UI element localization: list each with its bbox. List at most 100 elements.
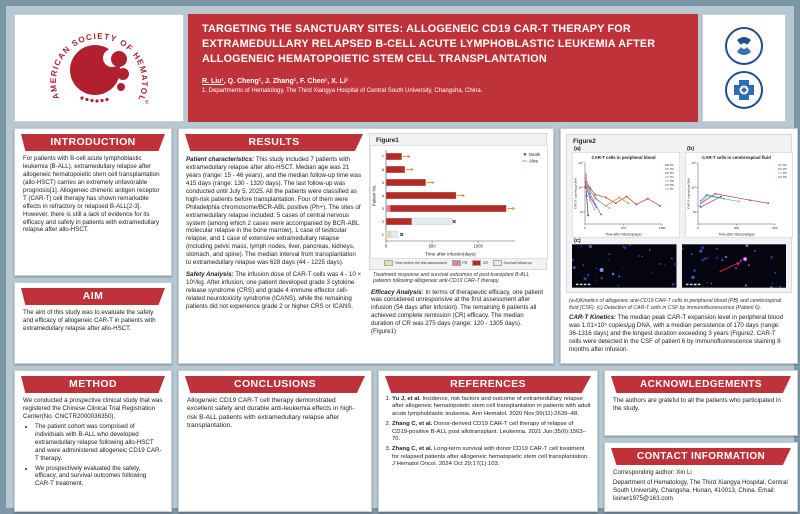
svg-text:10⁲: 10⁲ [580, 210, 584, 214]
conclusions-body: Allogeneic CD19 CAR-T cell therapy demon… [179, 396, 371, 432]
svg-text:CAR-T cells in cerebrospinal f: CAR-T cells in cerebrospinal fluid [702, 155, 771, 160]
svg-text:Alive: Alive [529, 159, 539, 164]
conclusions-heading: CONCLUSIONS [185, 376, 365, 393]
figure1-legend-item: CR [472, 260, 488, 266]
svg-text:1000: 1000 [473, 244, 483, 249]
svg-text:6: 6 [382, 167, 385, 172]
figure1-swimmer-chart: 0 500 1000 Time after infusion(days) Patient… [370, 145, 548, 259]
svg-text:10⁴: 10⁴ [578, 185, 583, 189]
svg-text:✕: ✕ [452, 219, 457, 226]
figure1-box: Figure1 0 500 1000 Time after infusion(days… [369, 133, 547, 270]
figure1-legend: Time before the first assessment PR CR Surv… [370, 259, 546, 269]
figure2-title: Figure2 [567, 135, 791, 146]
university-logo-box [702, 14, 786, 122]
svg-text:10⁶: 10⁶ [578, 161, 583, 165]
svg-text:Time after infusion(days): Time after infusion(days) [605, 233, 641, 237]
introduction-card: INTRODUCTION For patients with B-cell ac… [14, 128, 172, 276]
immunofluorescence-image-2 [682, 244, 787, 288]
cart-kinetics-label: CAR-T Kinetics: [569, 314, 616, 321]
figure2-box: Figure2 (a) CAR-T cells in peripheral bl… [566, 134, 792, 293]
efficacy-analysis-body: In terms of therapeutic efficacy, one pa… [371, 289, 543, 336]
svg-text:7: 7 [382, 154, 385, 159]
svg-text:®: ® [145, 99, 149, 106]
figure2-panel-b-chart: CAR-T cells in cerebrospinal fluid 10⁲ 10⁴… [685, 152, 793, 238]
figure1-legend-item: Time before the first assessment [384, 260, 447, 266]
coauthors: , Q. Cheng¹, J. Zhang¹, F. Chen¹, X. Li¹ [224, 78, 348, 85]
results-text-column: RESULTS Patient characteristics: This st… [181, 129, 367, 336]
svg-text:✕: ✕ [523, 152, 527, 157]
authors-line: R. Liu¹, Q. Cheng¹, J. Zhang¹, F. Chen¹,… [202, 78, 684, 85]
svg-text:CAR-T cells in peripheral bloo: CAR-T cells in peripheral blood [592, 155, 656, 160]
svg-text:Time after infusion(days): Time after infusion(days) [425, 252, 476, 257]
immunofluorescence-image-1 [572, 244, 677, 288]
xiangya-hospital-logo-icon [724, 70, 764, 110]
acknowledgements-heading: ACKNOWLEDGEMENTS [611, 376, 791, 393]
poster: AMERICAN SOCIETY OF HEMATOLOGY ® TARGETI… [0, 0, 800, 514]
acknowledgements-body: The authors are grateful to all the pati… [605, 396, 797, 414]
title-banner: TARGETING THE SANCTUARY SITES: ALLOGENEI… [188, 14, 698, 122]
svg-text:5: 5 [382, 180, 385, 185]
contact-address-email: Department of Hematology, The Third Xian… [605, 478, 797, 504]
svg-text:10⁶: 10⁶ [691, 161, 696, 165]
references-card: REFERENCES Yu J, et al. Incidence, risk … [378, 370, 598, 512]
svg-text:0: 0 [584, 226, 586, 230]
svg-text:800: 800 [772, 226, 777, 230]
svg-text:400: 400 [734, 226, 739, 230]
aim-card: AIM The aim of this study was to evaluat… [14, 282, 172, 364]
svg-text:0: 0 [697, 226, 699, 230]
figure1-legend-item: PR [452, 260, 468, 266]
contact-card: CONTACT INFORMATION Corresponding author… [604, 442, 798, 512]
poster-title-line1: TARGETING THE SANCTUARY SITES: ALLOGENEI… [202, 22, 684, 37]
patient-characteristics-label: Patient characteristics: [186, 156, 254, 163]
results-figure-column: Figure1 0 500 1000 Time after infusion(days… [367, 129, 551, 336]
ash-logo-box: AMERICAN SOCIETY OF HEMATOLOGY ® [14, 14, 184, 122]
method-bullet-list: The patient cohort was comprised of indi… [23, 423, 163, 489]
affiliation: 1. Departments of Hematology, The Third … [202, 88, 684, 94]
method-intro: We conducted a prospective clinical stud… [23, 397, 163, 421]
svg-text:CAR-T copies/μg DNA: CAR-T copies/μg DNA [687, 177, 691, 209]
method-card: METHOD We conducted a prospective clinic… [14, 370, 172, 512]
method-bullet: We prospectively evaluated the safety, e… [35, 465, 163, 489]
svg-text:Time after infusion(days): Time after infusion(days) [718, 233, 754, 237]
svg-text:Death: Death [529, 152, 541, 157]
contact-author: Corresponding author: Xin Li [605, 468, 797, 478]
reference-item: Zhang C, et al. Donor-derived CD19 CAR-T… [392, 421, 591, 443]
svg-text:10⁲: 10⁲ [693, 210, 697, 214]
svg-text:2: 2 [382, 219, 385, 224]
safety-analysis-label: Safety Analysis: [186, 271, 234, 278]
svg-text:500: 500 [429, 244, 437, 249]
svg-text:✕: ✕ [399, 232, 404, 239]
poster-title-line3: ALLOGENEIC HEMATOPOIETIC STEM CELL TRANS… [202, 52, 684, 67]
poster-title-line2: EXTRAMEDULLARY RELAPSED B-CELL ACUTE LYM… [202, 37, 684, 52]
csu-logo-icon [724, 26, 764, 66]
patient-characteristics-body: This study included 7 patients with extr… [186, 156, 361, 266]
aim-heading: AIM [21, 288, 165, 305]
introduction-body: For patients with B-cell acute lymphobla… [15, 154, 171, 235]
introduction-heading: INTRODUCTION [21, 134, 165, 151]
references-list: Yu J, et al. Incidence, risk factors and… [379, 396, 597, 468]
figure2-panel-a-chart: CAR-T cells in peripheral blood 10⁲ 10⁴ 10⁶… [572, 152, 680, 238]
figure1-legend-item: Survival follow-up [493, 260, 532, 266]
svg-text:Patient No.: Patient No. [372, 185, 377, 207]
figure2-caption: (a-b)Kinetics of allogeneic anti-CD19 CA… [561, 298, 797, 311]
svg-text:675: 675 [621, 226, 626, 230]
presenting-author: R. Liu¹ [202, 78, 224, 85]
reference-item: Yu J, et al. Incidence, risk factors and… [392, 396, 591, 418]
header: AMERICAN SOCIETY OF HEMATOLOGY ® TARGETI… [14, 14, 786, 122]
conclusions-card: CONCLUSIONS Allogeneic CD19 CAR-T cell t… [178, 370, 372, 512]
references-heading: REFERENCES [385, 376, 591, 393]
method-heading: METHOD [21, 376, 165, 393]
results-heading: RESULTS [185, 134, 363, 151]
results-card: RESULTS Patient characteristics: This st… [178, 128, 554, 364]
reference-item: Zhang C, et al. Long-term survival with … [392, 446, 591, 468]
figure2-card: Figure2 (a) CAR-T cells in peripheral bl… [560, 128, 798, 364]
contact-heading: CONTACT INFORMATION [611, 448, 791, 465]
acknowledgements-card: ACKNOWLEDGEMENTS The authors are gratefu… [604, 370, 798, 436]
svg-text:CAR-T copies/μg DNA: CAR-T copies/μg DNA [574, 177, 578, 209]
ash-logo-icon: AMERICAN SOCIETY OF HEMATOLOGY ® [24, 18, 174, 118]
svg-text:1350: 1350 [659, 226, 666, 230]
poster-background: AMERICAN SOCIETY OF HEMATOLOGY ® TARGETI… [6, 6, 794, 508]
svg-text:0: 0 [385, 244, 388, 249]
svg-text:P6: P6 [783, 175, 787, 179]
svg-text:P7: P7 [670, 187, 674, 191]
